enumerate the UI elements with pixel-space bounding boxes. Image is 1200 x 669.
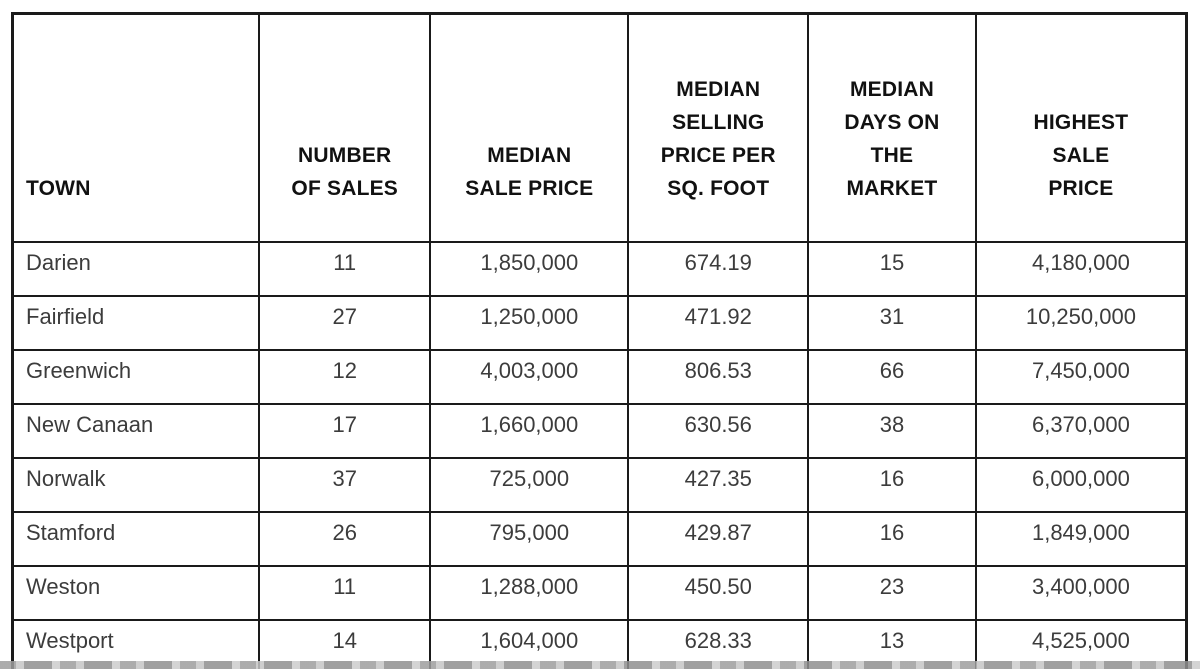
value-cell: 11 <box>258 241 432 297</box>
town-cell: Westport <box>11 619 261 669</box>
value-cell: 628.33 <box>627 619 810 669</box>
value-cell: 1,660,000 <box>429 403 630 459</box>
table-body: Darien 11 1,850,000 674.19 15 4,180,000 Fairfi… <box>11 241 1188 669</box>
value-cell: 3,400,000 <box>974 565 1188 621</box>
header-cell-median_days_on_market: MEDIAN DAYS ON THE MARKET <box>807 12 977 243</box>
header-cell-number_of_sales: NUMBER OF SALES <box>258 12 432 243</box>
value-cell: 15 <box>807 241 977 297</box>
value-cell: 1,849,000 <box>974 511 1188 567</box>
value-cell: 4,003,000 <box>429 349 630 405</box>
table-row: Stamford 26 795,000 429.87 16 1,849,000 <box>11 511 1188 567</box>
value-cell: 37 <box>258 457 432 513</box>
value-cell: 10,250,000 <box>974 295 1188 351</box>
value-cell: 6,000,000 <box>974 457 1188 513</box>
value-cell: 66 <box>807 349 977 405</box>
town-cell: Greenwich <box>11 349 261 405</box>
value-cell: 14 <box>258 619 432 669</box>
header-cell-highest_sale_price: HIGHEST SALE PRICE <box>974 12 1188 243</box>
value-cell: 7,450,000 <box>974 349 1188 405</box>
table-row: New Canaan 17 1,660,000 630.56 38 6,370,000 <box>11 403 1188 459</box>
value-cell: 674.19 <box>627 241 810 297</box>
town-cell: Stamford <box>11 511 261 567</box>
value-cell: 4,180,000 <box>974 241 1188 297</box>
value-cell: 630.56 <box>627 403 810 459</box>
header-row: TOWN NUMBER OF SALES MEDIAN SALE PRICE MEDI… <box>11 12 1188 243</box>
value-cell: 38 <box>807 403 977 459</box>
town-cell: Norwalk <box>11 457 261 513</box>
value-cell: 795,000 <box>429 511 630 567</box>
value-cell: 12 <box>258 349 432 405</box>
value-cell: 1,850,000 <box>429 241 630 297</box>
table-row: Westport 14 1,604,000 628.33 13 4,525,000 <box>11 619 1188 669</box>
town-cell: Darien <box>11 241 261 297</box>
value-cell: 26 <box>258 511 432 567</box>
value-cell: 1,604,000 <box>429 619 630 669</box>
real-estate-sales-table: TOWN NUMBER OF SALES MEDIAN SALE PRICE MEDI… <box>11 12 1188 669</box>
value-cell: 16 <box>807 511 977 567</box>
value-cell: 471.92 <box>627 295 810 351</box>
value-cell: 806.53 <box>627 349 810 405</box>
header-cell-median_selling_price_per_sq_foot: MEDIAN SELLING PRICE PER SQ. FOOT <box>627 12 810 243</box>
town-cell: Weston <box>11 565 261 621</box>
value-cell: 11 <box>258 565 432 621</box>
value-cell: 6,370,000 <box>974 403 1188 459</box>
cropped-content-strip <box>0 661 1200 669</box>
town-cell: Fairfield <box>11 295 261 351</box>
value-cell: 1,250,000 <box>429 295 630 351</box>
value-cell: 13 <box>807 619 977 669</box>
value-cell: 16 <box>807 457 977 513</box>
header-cell-town: TOWN <box>11 12 261 243</box>
value-cell: 1,288,000 <box>429 565 630 621</box>
value-cell: 31 <box>807 295 977 351</box>
value-cell: 23 <box>807 565 977 621</box>
table-header: TOWN NUMBER OF SALES MEDIAN SALE PRICE MEDI… <box>11 12 1188 243</box>
table-row: Greenwich 12 4,003,000 806.53 66 7,450,000 <box>11 349 1188 405</box>
value-cell: 725,000 <box>429 457 630 513</box>
value-cell: 450.50 <box>627 565 810 621</box>
table-row: Darien 11 1,850,000 674.19 15 4,180,000 <box>11 241 1188 297</box>
value-cell: 4,525,000 <box>974 619 1188 669</box>
table-row: Norwalk 37 725,000 427.35 16 6,000,000 <box>11 457 1188 513</box>
value-cell: 17 <box>258 403 432 459</box>
header-cell-median_sale_price: MEDIAN SALE PRICE <box>429 12 630 243</box>
table-row: Fairfield 27 1,250,000 471.92 31 10,250,000 <box>11 295 1188 351</box>
value-cell: 427.35 <box>627 457 810 513</box>
value-cell: 429.87 <box>627 511 810 567</box>
table-row: Weston 11 1,288,000 450.50 23 3,400,000 <box>11 565 1188 621</box>
town-cell: New Canaan <box>11 403 261 459</box>
value-cell: 27 <box>258 295 432 351</box>
